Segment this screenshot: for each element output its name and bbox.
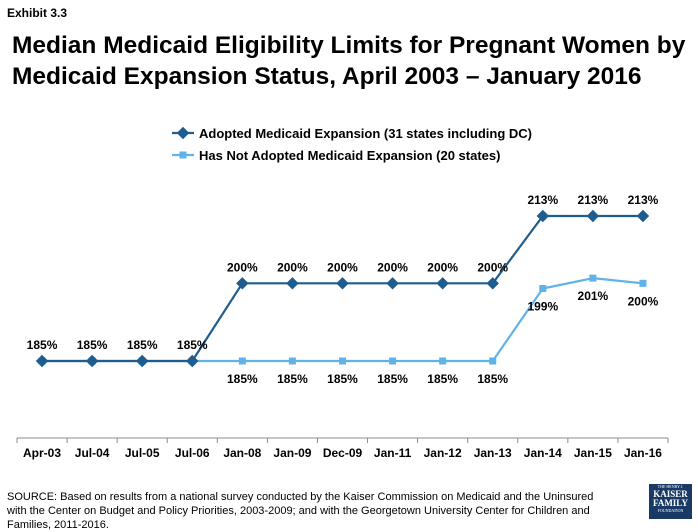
data-label: 185% bbox=[177, 338, 208, 352]
data-label: 185% bbox=[27, 338, 58, 352]
x-tick-label: Jan-14 bbox=[524, 446, 562, 460]
x-tick-label: Jul-06 bbox=[175, 446, 210, 460]
chart-title: Median Medicaid Eligibility Limits for P… bbox=[12, 32, 686, 90]
data-label: 199% bbox=[527, 300, 558, 314]
data-label: 213% bbox=[578, 193, 609, 207]
data-point-1 bbox=[489, 357, 497, 365]
data-point-1 bbox=[639, 279, 647, 287]
data-label: 185% bbox=[127, 338, 158, 352]
data-label: 200% bbox=[628, 294, 659, 308]
line-chart: Apr-03 Jul-04 Jul-05 Jul-06 Jan-08 Jan-09 Dec-… bbox=[16, 126, 669, 460]
data-label: 200% bbox=[327, 260, 358, 274]
data-label: 200% bbox=[277, 260, 308, 274]
data-label: 185% bbox=[427, 372, 458, 386]
x-tick-label: Jan-16 bbox=[624, 446, 662, 460]
logo-line3: FAMILY bbox=[652, 498, 688, 508]
data-label: 201% bbox=[578, 289, 609, 303]
data-label: 185% bbox=[277, 372, 308, 386]
data-label: 213% bbox=[628, 193, 659, 207]
data-point-0 bbox=[35, 354, 49, 368]
data-point-1 bbox=[439, 357, 447, 365]
data-point-0 bbox=[586, 209, 600, 223]
data-point-0 bbox=[386, 277, 399, 290]
data-point-0 bbox=[135, 354, 149, 368]
logo-line4: FOUNDATION bbox=[657, 508, 684, 513]
legend-label: Adopted Medicaid Expansion (31 states in… bbox=[199, 126, 532, 141]
x-tick-label: Jan-11 bbox=[374, 446, 412, 460]
logo-line1: THE HENRY J. bbox=[657, 484, 684, 489]
x-tick-label: Jan-12 bbox=[424, 446, 462, 460]
x-tick-label: Apr-03 bbox=[23, 446, 61, 460]
data-label: 200% bbox=[427, 260, 458, 274]
data-point-0 bbox=[336, 277, 349, 290]
source-note: SOURCE: Based on results from a national… bbox=[7, 491, 594, 531]
data-label: 185% bbox=[477, 372, 508, 386]
data-label: 185% bbox=[377, 372, 408, 386]
exhibit-label: Exhibit 3.3 bbox=[7, 6, 68, 20]
data-point-0 bbox=[85, 354, 99, 368]
legend-label: Has Not Adopted Medicaid Expansion (20 s… bbox=[199, 148, 500, 163]
data-point-1 bbox=[589, 274, 597, 282]
data-point-0 bbox=[636, 209, 650, 223]
x-tick-label: Jan-09 bbox=[273, 446, 311, 460]
x-tick-label: Jan-15 bbox=[574, 446, 612, 460]
data-label: 185% bbox=[77, 338, 108, 352]
x-tick-label: Jul-04 bbox=[75, 446, 110, 460]
data-point-1 bbox=[339, 357, 346, 365]
data-point-1 bbox=[539, 285, 547, 292]
data-point-0 bbox=[536, 209, 550, 223]
data-label: 200% bbox=[227, 260, 258, 274]
data-point-0 bbox=[186, 354, 199, 368]
x-tick-label: Dec-09 bbox=[323, 446, 363, 460]
data-point-0 bbox=[236, 277, 249, 290]
data-point-0 bbox=[486, 277, 499, 290]
data-point-0 bbox=[286, 277, 299, 290]
data-point-0 bbox=[436, 277, 449, 290]
logo-line2: KAISER bbox=[653, 489, 688, 499]
data-point-1 bbox=[288, 357, 296, 365]
data-label: 213% bbox=[527, 193, 558, 207]
x-tick-label: Jan-08 bbox=[223, 446, 261, 460]
legend-marker bbox=[179, 151, 187, 159]
data-label: 185% bbox=[227, 372, 258, 386]
data-point-1 bbox=[389, 357, 397, 365]
data-point-1 bbox=[238, 357, 246, 365]
data-label: 200% bbox=[377, 260, 408, 274]
x-tick-label: Jul-05 bbox=[125, 446, 160, 460]
legend-marker bbox=[176, 126, 190, 140]
data-label: 185% bbox=[327, 372, 358, 386]
data-label: 200% bbox=[477, 260, 508, 274]
kaiser-logo: THE HENRY J. KAISER FAMILY FOUNDATION bbox=[649, 484, 692, 519]
x-tick-label: Jan-13 bbox=[474, 446, 512, 460]
